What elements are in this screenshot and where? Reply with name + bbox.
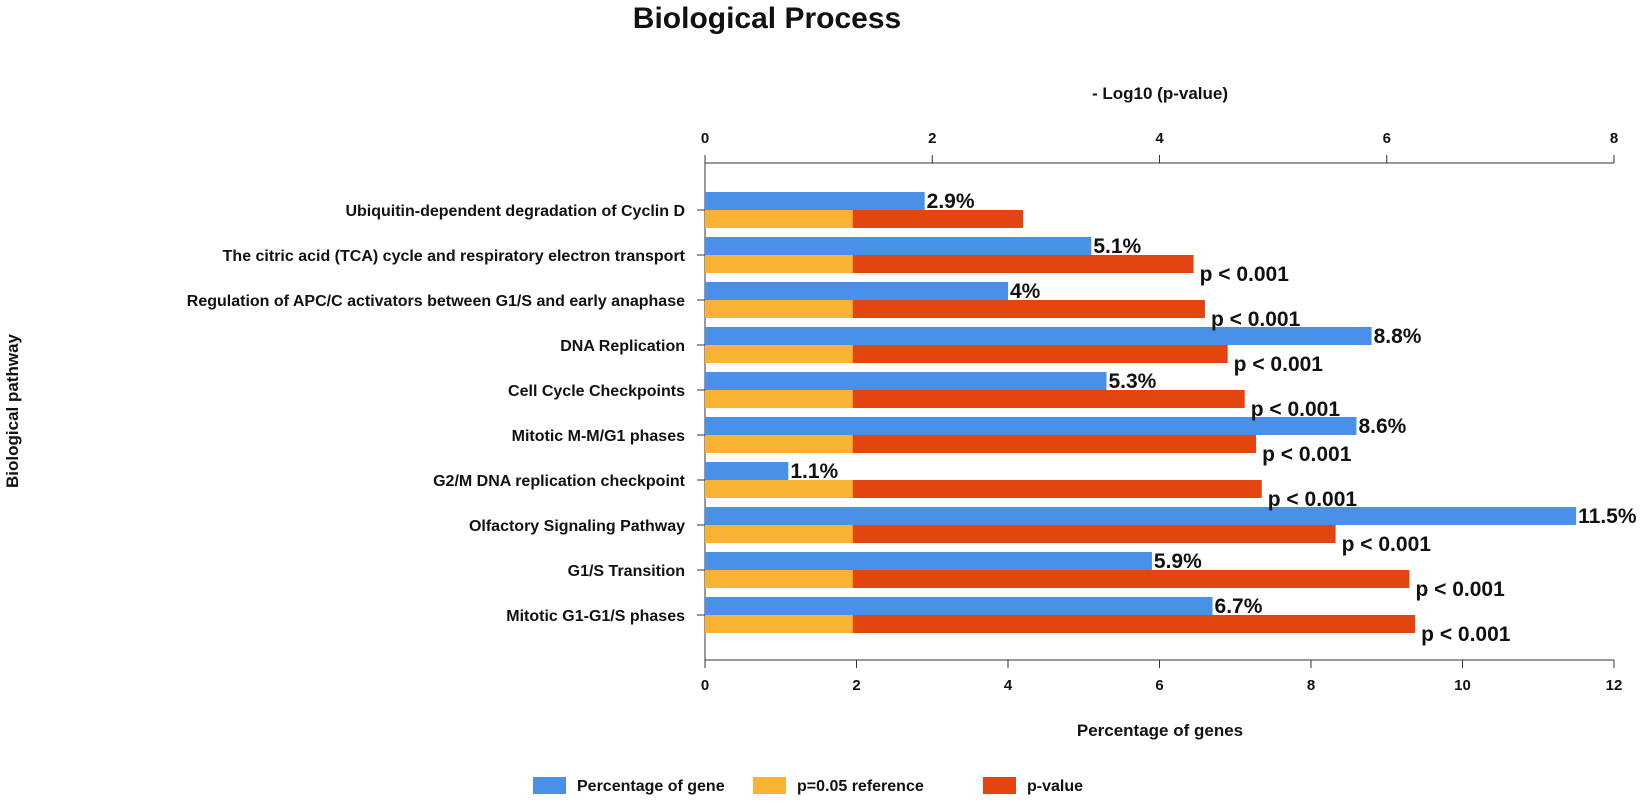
pvalue-data-label: p < 0.001 xyxy=(1234,353,1324,376)
reference-bar xyxy=(705,210,853,228)
category-label: Olfactory Signaling Pathway xyxy=(469,518,685,535)
category-label: Ubiquitin-dependent degradation of Cycli… xyxy=(345,203,685,220)
category-label: Regulation of APC/C activators between G… xyxy=(187,293,685,310)
pvalue-data-label: p < 0.001 xyxy=(1421,623,1511,646)
reference-bar xyxy=(705,525,853,543)
percentage-bar xyxy=(705,237,1092,255)
category-label: G2/M DNA replication checkpoint xyxy=(433,473,686,490)
bars-group xyxy=(705,192,1577,633)
category-labels-group: Ubiquitin-dependent degradation of Cycli… xyxy=(187,203,686,625)
percentage-bar xyxy=(705,417,1357,435)
top-tick-label: 0 xyxy=(701,130,709,147)
percentage-bar xyxy=(705,192,925,210)
percentage-bar xyxy=(705,282,1008,300)
legend: Percentage of gene p=0.05 reference p-valu… xyxy=(533,777,1083,795)
top-axis-title: - Log10 (p-value) xyxy=(1092,84,1228,103)
top-tick-label: 8 xyxy=(1610,130,1618,147)
reference-bar xyxy=(705,615,853,633)
pvalue-bar xyxy=(705,615,1416,633)
pvalue-data-label: p < 0.001 xyxy=(1211,308,1301,331)
percentage-bar xyxy=(705,552,1152,570)
reference-bar xyxy=(705,345,853,363)
bottom-tick-label: 8 xyxy=(1307,677,1315,694)
legend-label: p-value xyxy=(1027,778,1083,795)
percentage-data-label: 11.5% xyxy=(1578,505,1637,528)
pvalue-bar xyxy=(705,525,1336,543)
top-tick-label: 2 xyxy=(928,130,936,147)
data-labels-group: 2.9% 5.1% p < 0.001 4% p < 0.001 8.8% p < 0.00… xyxy=(790,190,1637,646)
category-label: Mitotic M-M/G1 phases xyxy=(512,428,685,445)
legend-swatch xyxy=(753,777,786,794)
percentage-bar xyxy=(705,597,1213,615)
pvalue-data-label: p < 0.001 xyxy=(1200,263,1290,286)
category-label: Cell Cycle Checkpoints xyxy=(508,383,685,400)
category-label: The citric acid (TCA) cycle and respirat… xyxy=(223,248,686,265)
bottom-tick-label: 0 xyxy=(701,677,709,694)
legend-swatch xyxy=(533,777,566,794)
percentage-bar xyxy=(705,507,1577,525)
bottom-tick-label: 2 xyxy=(852,677,860,694)
pvalue-data-label: p < 0.001 xyxy=(1251,398,1341,421)
percentage-bar xyxy=(705,327,1372,345)
percentage-data-label: 5.1% xyxy=(1093,235,1141,258)
pvalue-data-label: p < 0.001 xyxy=(1268,488,1358,511)
percentage-data-label: 2.9% xyxy=(927,190,975,213)
pvalue-data-label: p < 0.001 xyxy=(1342,533,1432,556)
category-label: G1/S Transition xyxy=(568,563,685,580)
percentage-bar xyxy=(705,372,1107,390)
percentage-data-label: 5.3% xyxy=(1108,370,1156,393)
pvalue-data-label: p < 0.001 xyxy=(1415,578,1505,601)
reference-bar xyxy=(705,255,853,273)
percentage-data-label: 6.7% xyxy=(1215,595,1263,618)
percentage-data-label: 4% xyxy=(1010,280,1041,303)
category-label: Mitotic G1-G1/S phases xyxy=(506,608,685,625)
percentage-data-label: 8.8% xyxy=(1374,325,1422,348)
percentage-bar xyxy=(705,462,789,480)
pvalue-bar xyxy=(705,570,1410,588)
bottom-tick-label: 4 xyxy=(1004,677,1013,694)
top-tick-label: 6 xyxy=(1383,130,1391,147)
bottom-axis-title: Percentage of genes xyxy=(1077,721,1243,740)
reference-bar xyxy=(705,435,853,453)
reference-bar xyxy=(705,480,853,498)
reference-bar xyxy=(705,390,853,408)
bottom-tick-label: 12 xyxy=(1606,677,1623,694)
percentage-data-label: 5.9% xyxy=(1154,550,1202,573)
bottom-tick-label: 10 xyxy=(1454,677,1471,694)
bottom-tick-label: 6 xyxy=(1155,677,1163,694)
chart-title: Biological Process xyxy=(633,2,901,35)
legend-swatch xyxy=(983,777,1016,794)
top-tick-label: 4 xyxy=(1155,130,1164,147)
percentage-data-label: 1.1% xyxy=(790,460,838,483)
reference-bar xyxy=(705,570,853,588)
legend-label: p=0.05 reference xyxy=(797,778,924,795)
category-label: DNA Replication xyxy=(560,338,685,355)
pvalue-data-label: p < 0.001 xyxy=(1262,443,1352,466)
reference-bar xyxy=(705,300,853,318)
legend-label: Percentage of gene xyxy=(577,778,725,795)
percentage-data-label: 8.6% xyxy=(1358,415,1406,438)
y-axis-title: Biological pathway xyxy=(3,333,22,488)
